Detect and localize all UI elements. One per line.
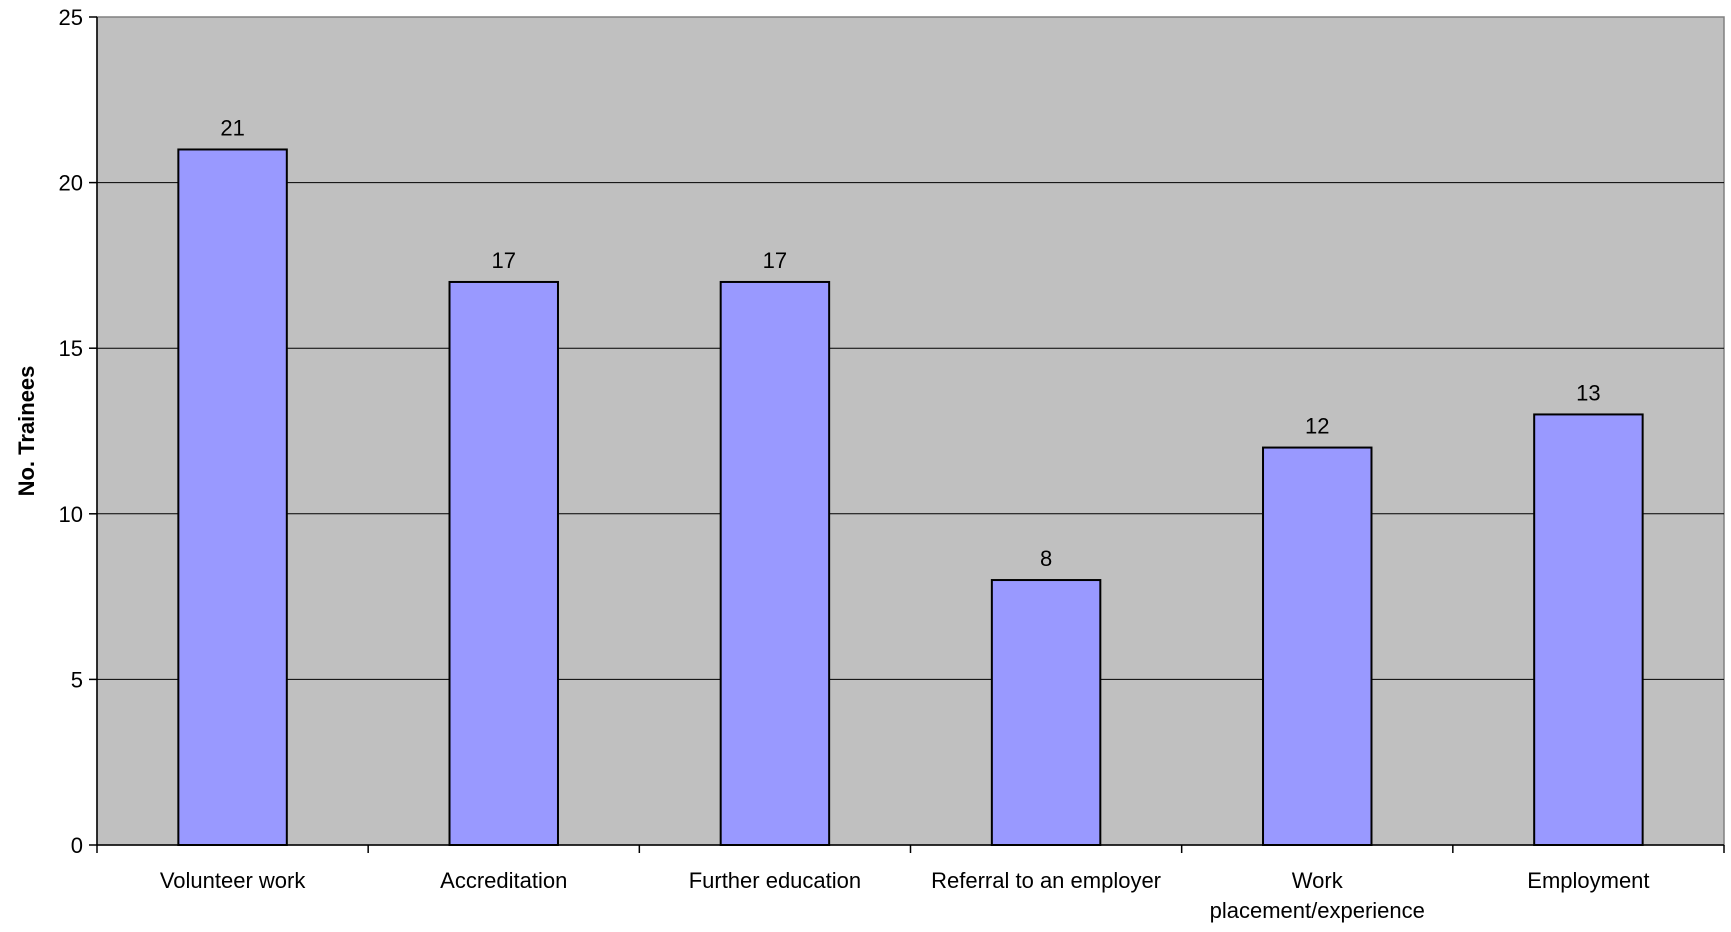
data-label: 8 — [1040, 546, 1052, 571]
y-tick-label: 0 — [71, 833, 83, 858]
x-tick-labels: Volunteer work Accreditation Further educa… — [160, 868, 1650, 923]
x-category-label: Employment — [1527, 868, 1649, 893]
data-label: 12 — [1305, 414, 1329, 439]
y-tick-labels: 0 5 10 15 20 25 — [59, 5, 83, 858]
x-category-label: Volunteer work — [160, 868, 307, 893]
x-category-label: Work — [1292, 868, 1344, 893]
y-tick-label: 25 — [59, 5, 83, 30]
bar — [1262, 446, 1373, 846]
x-category-label: Referral to an employer — [931, 868, 1161, 893]
data-label: 17 — [492, 248, 516, 273]
x-category-label: placement/experience — [1210, 898, 1425, 923]
data-labels: 21 17 17 8 12 13 — [220, 115, 1600, 571]
y-tick-label: 10 — [59, 502, 83, 527]
bar — [1533, 413, 1644, 846]
bar — [719, 280, 831, 846]
bar — [448, 280, 559, 846]
bar — [990, 579, 1102, 846]
y-tick-label: 5 — [71, 667, 83, 692]
data-label: 21 — [220, 115, 244, 140]
y-tick-label: 20 — [59, 171, 83, 196]
data-label: 13 — [1576, 380, 1600, 405]
gridlines — [97, 182, 1724, 680]
x-category-label: Further education — [689, 868, 861, 893]
axes — [89, 16, 1725, 853]
y-axis-title: No. Trainees — [14, 366, 39, 497]
bar — [177, 148, 288, 847]
plot-area — [96, 16, 1725, 846]
data-label: 17 — [763, 248, 787, 273]
x-category-label: Accreditation — [440, 868, 567, 893]
y-tick-label: 15 — [59, 336, 83, 361]
